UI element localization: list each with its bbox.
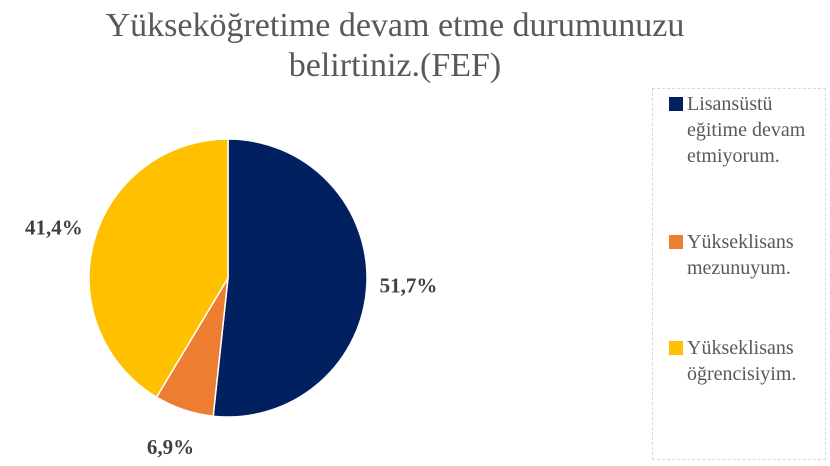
data-label: 51,7%	[380, 273, 438, 297]
legend-swatch	[669, 97, 683, 111]
pie-slice	[212, 138, 368, 418]
legend-entry: Lisansüstü eğitime devam etmiyorum.	[669, 91, 819, 169]
legend-entry: Yükseklisans mezunuyum.	[669, 229, 819, 281]
legend: Lisansüstü eğitime devam etmiyorum. Yükse…	[652, 88, 826, 460]
legend-label: Yükseklisans mezunuyum.	[687, 231, 794, 279]
legend-entry: Yükseklisans öğrencisiyim.	[669, 335, 819, 387]
legend-label: Yükseklisans öğrencisiyim.	[687, 337, 797, 385]
data-label: 41,4%	[25, 216, 83, 240]
legend-label: Lisansüstü eğitime devam etmiyorum.	[687, 93, 806, 167]
legend-swatch	[669, 235, 683, 249]
pie-slice	[88, 138, 229, 399]
chart-title: Yükseköğretime devam etme durumunuzu bel…	[105, 7, 685, 84]
data-label: 6,9%	[147, 435, 194, 459]
legend-swatch	[669, 341, 683, 355]
